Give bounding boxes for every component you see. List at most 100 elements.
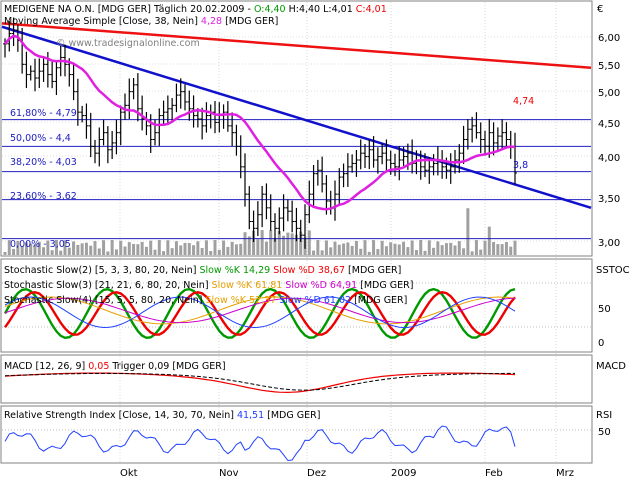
volume-bar <box>410 240 414 255</box>
volume-bar <box>350 245 354 255</box>
trendline-blue <box>1 25 592 210</box>
volume-bar <box>114 249 118 255</box>
volume-bar <box>183 242 187 255</box>
volume-bar <box>200 248 204 255</box>
time-tick: Feb <box>485 468 503 479</box>
price-tick: 5,50 <box>598 61 620 72</box>
volume-bar <box>67 247 71 255</box>
fib-label-618: 61,80% - 4,79 <box>10 108 77 119</box>
volume-bar <box>72 241 76 255</box>
volume-bar <box>299 231 303 255</box>
rsi-suffix: [MDG GER] <box>267 410 320 421</box>
volume-bar <box>423 250 427 255</box>
stoch-legend-1: Stochastic Slow(2) [5, 3, 3, 80, 20, Nei… <box>4 265 401 276</box>
rsi-label: Relative Strength Index [Close, 14, 30, … <box>4 410 234 421</box>
stoch-2-label: Stochastic Slow(3) [21, 21, 6, 80, 20, N… <box>4 280 209 291</box>
volume-bar <box>406 247 410 255</box>
header-low: L:4,01 <box>323 4 353 15</box>
volume-bar <box>479 249 483 255</box>
stoch-2-d: Slow %D 64,91 <box>285 280 357 291</box>
volume-bar <box>93 241 97 255</box>
volume-bar <box>346 242 350 255</box>
volume-bar <box>76 244 80 255</box>
macd-trigger: Trigger 0,09 <box>111 361 169 372</box>
volume-bar <box>192 245 196 255</box>
price-tick: 6,00 <box>598 33 620 44</box>
volume-bar <box>174 241 178 255</box>
time-axis: Okt Nov Dez 2009 Feb Mrz <box>120 468 574 479</box>
header-open: O:4,40 <box>254 4 286 15</box>
volume-bar <box>20 246 24 255</box>
stoch-tick: 0 <box>598 338 604 349</box>
volume-bar <box>226 246 230 255</box>
stoch-2-k: Slow %K 61,81 <box>212 280 283 291</box>
volume-bar <box>157 240 161 255</box>
volume-bars <box>3 208 517 255</box>
volume-bar <box>54 240 58 255</box>
volume-bar <box>234 244 238 255</box>
ma-legend-value: 4,28 <box>201 16 222 27</box>
volume-bar <box>509 246 513 255</box>
volume-bar <box>37 241 41 255</box>
volume-bar <box>432 247 436 255</box>
volume-bar <box>273 238 277 255</box>
stoch-slow-d2-line <box>4 296 516 329</box>
volume-bar <box>230 241 234 255</box>
macd-legend: MACD [12, 26, 9] 0,05 Trigger 0,09 [MDG GER… <box>4 361 226 372</box>
volume-bar <box>419 240 423 255</box>
volume-bar <box>342 243 346 255</box>
volume-bar <box>3 252 7 255</box>
volume-bar <box>474 240 478 255</box>
volume-bar <box>102 240 106 255</box>
volume-bar <box>444 243 448 255</box>
volume-bar <box>277 231 281 255</box>
volume-bar <box>132 243 136 255</box>
volume-bar <box>380 240 384 255</box>
stoch-axis-title: SSTOC <box>596 265 630 276</box>
volume-bar <box>46 240 50 255</box>
volume-bar <box>354 240 358 255</box>
macd-axis-title: MACD <box>596 361 626 372</box>
volume-bar <box>376 249 380 255</box>
stoch-3-suffix: [MDG GER] <box>354 295 407 306</box>
volume-bar <box>367 251 371 255</box>
price-axis: 6,00 5,50 5,00 4,50 4,00 3,50 3,00 <box>598 33 620 249</box>
rsi-value: 41,51 <box>237 410 264 421</box>
fib-label-500: 50,00% - 4,4 <box>10 133 71 144</box>
volume-bar <box>492 242 496 255</box>
volume-bar <box>500 244 504 255</box>
volume-bar <box>414 250 418 255</box>
volume-bar <box>290 233 294 255</box>
stoch-tick: 50 <box>598 304 611 315</box>
volume-bar <box>260 230 264 255</box>
header-close: C:4,01 <box>356 4 387 15</box>
volume-bar <box>42 247 46 255</box>
volume-bar <box>286 232 290 255</box>
price-tick: 4,00 <box>598 153 620 164</box>
volume-bar <box>144 246 148 255</box>
volume-bar <box>153 249 157 255</box>
macd-panel-frame <box>0 354 593 404</box>
ma-legend-label: Moving Average Simple [Close, 38, Nein] <box>4 16 198 27</box>
volume-bar <box>453 245 457 255</box>
rsi-path <box>4 425 516 462</box>
ma-legend: Moving Average Simple [Close, 38, Nein] 4… <box>4 16 278 27</box>
volume-bar <box>97 248 101 255</box>
stoch-1-label: Stochastic Slow(2) [5, 3, 3, 80, 20, Nei… <box>4 265 196 276</box>
currency-symbol: € <box>597 4 603 15</box>
volume-bar <box>487 226 491 255</box>
volume-bar <box>84 242 88 255</box>
price-tick: 3,00 <box>598 238 620 249</box>
volume-bar <box>470 251 474 255</box>
volume-bar <box>252 230 256 255</box>
moving-average-path <box>4 34 516 211</box>
fib-label-000: 0,00% - 3,05 <box>10 239 71 250</box>
volume-bar <box>312 250 316 255</box>
volume-bar <box>436 241 440 255</box>
volume-bar <box>80 243 84 255</box>
macd-label: MACD [12, 26, 9] <box>4 361 85 372</box>
volume-bar <box>363 240 367 255</box>
time-tick: Dez <box>307 468 326 479</box>
volume-bar <box>24 242 28 255</box>
volume-bar <box>217 249 221 255</box>
